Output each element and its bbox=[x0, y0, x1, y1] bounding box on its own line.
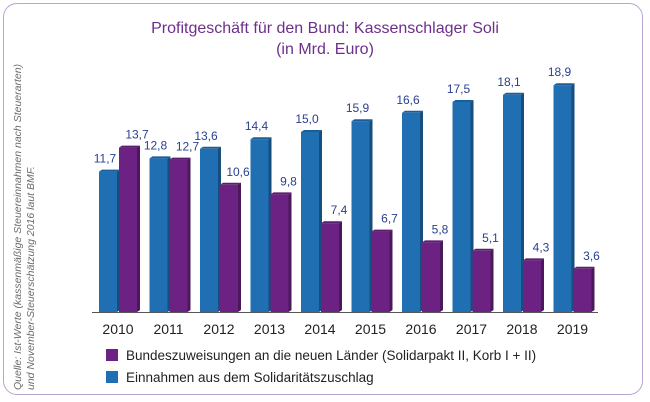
bar-zuweisungen-2010-top bbox=[119, 145, 140, 148]
x-tick-label-2015: 2015 bbox=[355, 321, 386, 337]
bar-zuweisungen-2018-top bbox=[523, 258, 544, 261]
bar-einnahmen-2016-top bbox=[402, 110, 423, 113]
legend-label-bundeszuweisungen: Bundeszuweisungen an die neuen Länder (S… bbox=[126, 347, 537, 363]
legend-label-einnahmen: Einnahmen aus dem Solidaritätszuschlag bbox=[126, 369, 374, 385]
bar-zuweisungen-2015-side bbox=[389, 229, 393, 312]
chart-subtitle: (in Mrd. Euro) bbox=[276, 41, 374, 58]
data-label-einnahmen-2019: 18,9 bbox=[548, 65, 572, 79]
x-tick-label-2017: 2017 bbox=[456, 321, 487, 337]
bar-zuweisungen-2016-top bbox=[422, 240, 443, 243]
bar-zuweisungen-2014 bbox=[321, 223, 339, 312]
bar-einnahmen-2015-top bbox=[351, 119, 373, 122]
bar-einnahmen-2015 bbox=[351, 121, 370, 312]
data-label-zuweisungen-2016: 5,8 bbox=[432, 222, 449, 236]
x-tick-label-2018: 2018 bbox=[506, 321, 537, 337]
bar-einnahmen-2012-top bbox=[200, 146, 221, 149]
bar-einnahmen-2012 bbox=[200, 148, 218, 312]
data-label-zuweisungen-2019: 3,6 bbox=[583, 249, 600, 263]
bar-zuweisungen-2011-side bbox=[187, 157, 191, 312]
bar-zuweisungen-2015-top bbox=[371, 229, 393, 232]
bar-zuweisungen-2019-top bbox=[573, 266, 595, 269]
bar-zuweisungen-2017-side bbox=[490, 248, 494, 312]
bar-einnahmen-2017-top bbox=[452, 100, 474, 102]
data-label-zuweisungen-2014: 7,4 bbox=[331, 203, 348, 217]
data-label-zuweisungen-2010: 13,7 bbox=[125, 128, 149, 142]
bar-zuweisungen-2017 bbox=[472, 250, 491, 312]
bar-zuweisungen-2013 bbox=[270, 194, 289, 312]
bar-einnahmen-2019-top bbox=[553, 83, 575, 86]
bar-zuweisungen-2015 bbox=[371, 231, 390, 312]
bar-zuweisungen-2012-top bbox=[220, 182, 241, 185]
bar-zuweisungen-2014-top bbox=[321, 221, 342, 224]
bar-zuweisungen-2017-top bbox=[472, 248, 494, 251]
bar-zuweisungen-2011-top bbox=[169, 157, 191, 160]
data-label-zuweisungen-2015: 6,7 bbox=[381, 212, 398, 226]
data-label-zuweisungen-2011: 12,7 bbox=[176, 140, 200, 154]
chart-title: Profitgeschäft für den Bund: Kassenschla… bbox=[151, 20, 499, 37]
bar-zuweisungen-2014-side bbox=[339, 221, 342, 312]
data-label-einnahmen-2018: 18,1 bbox=[497, 75, 521, 89]
bar-zuweisungen-2011 bbox=[169, 159, 188, 312]
bar-zuweisungen-2013-side bbox=[288, 192, 292, 312]
bar-zuweisungen-2013-top bbox=[270, 192, 292, 195]
x-tick-label-2013: 2013 bbox=[254, 321, 285, 337]
data-label-einnahmen-2011: 12,8 bbox=[144, 138, 168, 152]
legend-item-bundeszuweisungen: Bundeszuweisungen an die neuen Länder (S… bbox=[106, 346, 536, 364]
data-label-einnahmen-2013: 14,4 bbox=[245, 119, 269, 133]
data-label-einnahmen-2017: 17,5 bbox=[447, 82, 471, 96]
data-label-einnahmen-2014: 15,0 bbox=[295, 112, 319, 126]
legend-swatch-einnahmen bbox=[106, 371, 118, 383]
bar-zuweisungen-2016 bbox=[422, 242, 440, 312]
x-tick-label-2011: 2011 bbox=[153, 321, 183, 337]
data-label-einnahmen-2012: 13,6 bbox=[194, 129, 218, 143]
bar-einnahmen-2014-top bbox=[301, 130, 322, 132]
x-tick-label-2016: 2016 bbox=[405, 321, 436, 337]
data-label-zuweisungen-2018: 4,3 bbox=[533, 240, 550, 254]
bar-einnahmen-2013 bbox=[250, 139, 269, 312]
bar-einnahmen-2018-top bbox=[503, 92, 524, 95]
data-label-zuweisungen-2012: 10,6 bbox=[226, 165, 250, 179]
bar-einnahmen-2017 bbox=[452, 102, 471, 312]
bar-zuweisungen-2018-side bbox=[541, 258, 544, 312]
data-label-einnahmen-2016: 16,6 bbox=[396, 93, 420, 107]
bar-einnahmen-2019-side bbox=[571, 83, 575, 312]
data-label-zuweisungen-2013: 9,8 bbox=[280, 174, 297, 188]
bar-einnahmen-2018 bbox=[503, 94, 521, 312]
bar-zuweisungen-2012-side bbox=[238, 182, 241, 312]
bar-einnahmen-2014 bbox=[301, 132, 319, 312]
data-label-einnahmen-2015: 15,9 bbox=[346, 101, 370, 115]
bar-zuweisungen-2016-side bbox=[440, 240, 443, 312]
data-label-zuweisungen-2017: 5,1 bbox=[482, 231, 499, 245]
legend-item-einnahmen: Einnahmen aus dem Solidaritätszuschlag bbox=[106, 368, 374, 386]
x-tick-label-2019: 2019 bbox=[557, 321, 588, 337]
bar-einnahmen-2011 bbox=[149, 158, 168, 312]
bar-einnahmen-2013-top bbox=[250, 137, 272, 140]
bar-einnahmen-2019 bbox=[553, 85, 572, 312]
bar-zuweisungen-2010 bbox=[119, 147, 137, 312]
data-label-einnahmen-2010: 11,7 bbox=[94, 152, 117, 166]
bar-einnahmen-2016 bbox=[402, 112, 420, 312]
legend-swatch-bundeszuweisungen bbox=[106, 349, 118, 361]
bar-einnahmen-2010 bbox=[99, 171, 117, 312]
bar-zuweisungen-2019-side bbox=[591, 266, 595, 312]
bar-einnahmen-2010-top bbox=[99, 169, 120, 172]
bar-zuweisungen-2012 bbox=[220, 184, 238, 312]
bar-zuweisungen-2010-side bbox=[137, 145, 140, 312]
bar-einnahmen-2018-side bbox=[521, 92, 524, 312]
bar-zuweisungen-2018 bbox=[523, 260, 541, 312]
x-tick-label-2012: 2012 bbox=[203, 321, 234, 337]
x-tick-label-2010: 2010 bbox=[102, 321, 133, 337]
x-tick-label-2014: 2014 bbox=[304, 321, 335, 337]
bar-zuweisungen-2019 bbox=[573, 268, 592, 312]
bar-einnahmen-2011-top bbox=[149, 156, 171, 159]
